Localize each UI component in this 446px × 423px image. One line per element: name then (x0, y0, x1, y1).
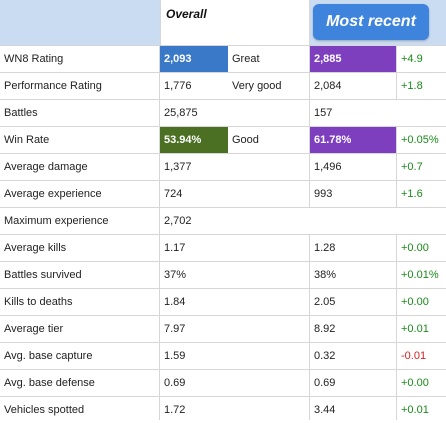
overall-value: 0.69 (160, 370, 310, 396)
row-label: Win Rate (0, 127, 160, 153)
wn8-recent-value: 2,885 (310, 46, 396, 72)
overall-value: 37% (160, 262, 310, 288)
recent-value: 993 (314, 188, 333, 200)
row-label: Vehicles spotted (0, 397, 160, 420)
recent-value: 8.92 (314, 323, 336, 335)
row-label: Average kills (0, 235, 160, 261)
row-label: Performance Rating (0, 73, 160, 99)
overall-value: 1.17 (160, 235, 310, 261)
delta-value: -0.01 (396, 343, 446, 369)
row-label: Average damage (0, 154, 160, 180)
recent-value: 157 (314, 107, 333, 119)
table-row: Battles survived 37% 38% +0.01% (0, 261, 446, 288)
table-row: Vehicles spotted 1.72 3.44 +0.01 (0, 396, 446, 420)
rating-text: Very good (228, 73, 310, 99)
row-label: Kills to deaths (0, 289, 160, 315)
row-label: Maximum experience (0, 208, 160, 234)
wn8-overall-value: 2,093 (160, 46, 228, 72)
table-row: Battles 25,875 157 (0, 99, 446, 126)
recent-value: 3.44 (314, 404, 336, 416)
delta-value: +0.01% (396, 262, 446, 288)
recent-value: 2.05 (314, 296, 336, 308)
overall-value: 1,377 (160, 154, 310, 180)
table-row: Maximum experience 2,702 (0, 207, 446, 234)
row-label: Avg. base defense (0, 370, 160, 396)
row-label: Battles (0, 100, 160, 126)
recent-value: 2,084 (314, 80, 342, 92)
overall-value: 25,875 (160, 100, 310, 126)
winrate-recent-value: 61.78% (310, 127, 396, 153)
delta-value: +0.00 (396, 289, 446, 315)
delta-value: +0.00 (396, 370, 446, 396)
overall-value: 724 (160, 181, 310, 207)
table-row: Avg. base capture 1.59 0.32 -0.01 (0, 342, 446, 369)
table-row: Average kills 1.17 1.28 +0.00 (0, 234, 446, 261)
overall-value: 7.97 (160, 316, 310, 342)
row-label: Avg. base capture (0, 343, 160, 369)
row-label: WN8 Rating (0, 46, 160, 72)
overall-value: 1,776 (164, 80, 192, 92)
recent-value: 38% (314, 269, 337, 281)
recent-value: 0.69 (314, 377, 336, 389)
overall-value: 1.72 (160, 397, 310, 420)
rating-text: Good (228, 127, 310, 153)
table-row: Average damage 1,377 1,496 +0.7 (0, 153, 446, 180)
table-row: Average experience 724 993 +1.6 (0, 180, 446, 207)
row-label: Average experience (0, 181, 160, 207)
winrate-overall-value: 53.94% (160, 127, 228, 153)
overall-value: 1.59 (160, 343, 310, 369)
delta-value: +0.05% (396, 127, 446, 153)
rating-text: Great (228, 46, 310, 72)
overall-column-header: Overall (160, 0, 310, 45)
delta-value: +4.9 (396, 46, 446, 72)
delta-value: +0.7 (396, 154, 446, 180)
most-recent-button[interactable]: Most recent (313, 4, 429, 40)
table-row: Performance Rating 1,776 Very good 2,084… (0, 72, 446, 99)
table-row: Kills to deaths 1.84 2.05 +0.00 (0, 288, 446, 315)
table-row: Win Rate 53.94% Good 61.78% +0.05% (0, 126, 446, 153)
recent-value: 1.28 (314, 242, 336, 254)
delta-value: +0.00 (396, 235, 446, 261)
recent-value: 0.32 (314, 350, 336, 362)
table-row: Avg. base defense 0.69 0.69 +0.00 (0, 369, 446, 396)
delta-value: +1.6 (396, 181, 446, 207)
overall-value: 2,702 (164, 215, 192, 227)
row-label: Average tier (0, 316, 160, 342)
table-header: Overall Most recent (0, 0, 446, 45)
recent-value: 1,496 (314, 161, 342, 173)
row-label: Battles survived (0, 262, 160, 288)
overall-label: Overall (166, 7, 207, 21)
delta-value: +0.01 (396, 397, 446, 420)
overall-value: 1.84 (160, 289, 310, 315)
table-row: WN8 Rating 2,093 Great 2,885 +4.9 (0, 45, 446, 72)
table-row: Average tier 7.97 8.92 +0.01 (0, 315, 446, 342)
delta-value: +0.01 (396, 316, 446, 342)
delta-value: +1.8 (396, 73, 446, 99)
